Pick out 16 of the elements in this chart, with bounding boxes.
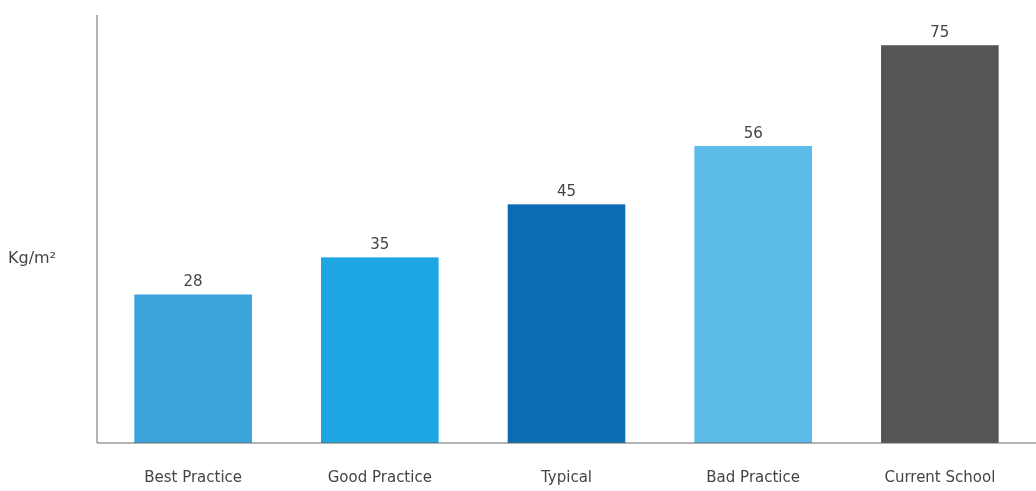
x-tick-label: Good Practice [327,468,432,486]
bar [881,45,999,443]
data-label: 45 [556,182,577,201]
y-axis-title: Kg/m² [8,248,57,267]
x-tick-label: Typical [540,468,592,486]
bar [321,257,439,443]
data-label: 28 [183,272,203,291]
data-label: 35 [370,235,390,254]
bar [134,294,252,443]
bar [507,204,626,443]
x-tick-label: Bad Practice [706,468,801,486]
bar [694,146,812,443]
data-label: 75 [930,23,950,42]
x-tick-label: Current School [884,468,996,486]
data-label: 56 [743,124,763,142]
x-tick-label: Best Practice [144,468,243,486]
